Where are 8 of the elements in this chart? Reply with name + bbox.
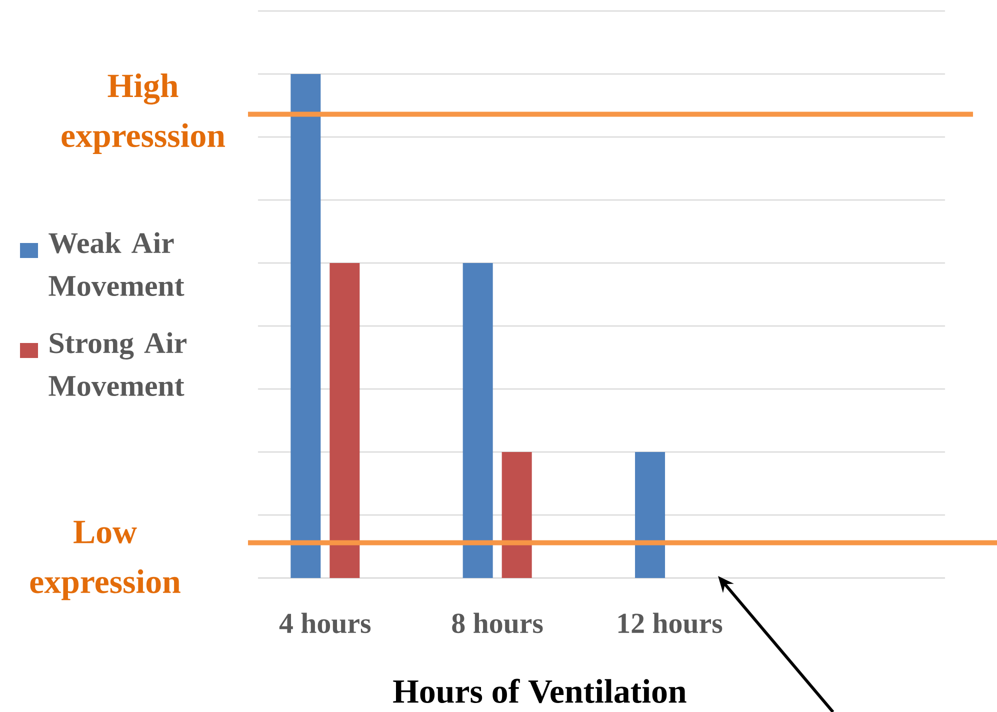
x-tick-label: 4 hours: [279, 612, 371, 634]
ref-line-label: High expresssion: [62, 74, 225, 154]
x-tick-label: 8 hours: [452, 612, 543, 634]
ref-line-label: Low expression: [30, 520, 180, 600]
x-axis-title: Hours of Ventilation: [393, 678, 686, 704]
legend-label: Weak Air Movement: [48, 232, 184, 296]
legend-label: Strong Air Movement: [48, 332, 186, 396]
x-tick-label: 12 hours: [618, 612, 722, 634]
